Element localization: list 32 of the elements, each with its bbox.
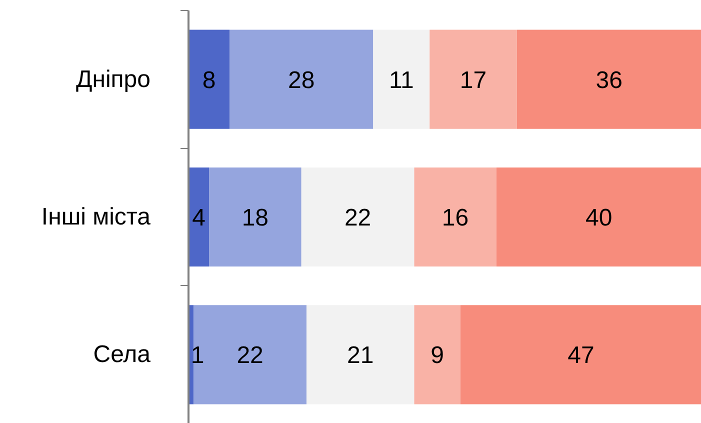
- data-label: 21: [347, 342, 374, 370]
- data-label: 18: [242, 204, 269, 232]
- data-label: 47: [568, 342, 594, 370]
- data-label: 16: [442, 204, 469, 232]
- data-label: 40: [586, 204, 612, 232]
- bar: [209, 167, 302, 267]
- y-tick-label: Дніпро: [76, 66, 150, 93]
- bar: [496, 167, 701, 267]
- bar: [430, 30, 517, 129]
- bar: [194, 305, 306, 404]
- y-tick-label: Інші міста: [41, 204, 152, 230]
- bar: [516, 30, 701, 129]
- data-label: 8: [202, 66, 216, 94]
- bar: [414, 305, 460, 404]
- data-label: 4: [192, 204, 206, 232]
- bar: [230, 30, 374, 129]
- data-label: 1: [190, 342, 204, 370]
- data-label: 28: [288, 66, 315, 94]
- data-label: 36: [596, 66, 623, 94]
- bar: [460, 305, 701, 404]
- data-label: 11: [388, 66, 414, 94]
- data-label: 17: [460, 66, 487, 94]
- bar: [301, 167, 414, 267]
- data-label: 9: [430, 342, 444, 370]
- bar: [188, 30, 230, 129]
- y-tick-label: Села: [93, 341, 152, 368]
- data-label: 22: [236, 342, 264, 370]
- bar: [373, 30, 430, 129]
- bar: [414, 167, 496, 267]
- bar: [306, 305, 414, 404]
- bar: [188, 167, 210, 267]
- data-label: 22: [344, 204, 372, 232]
